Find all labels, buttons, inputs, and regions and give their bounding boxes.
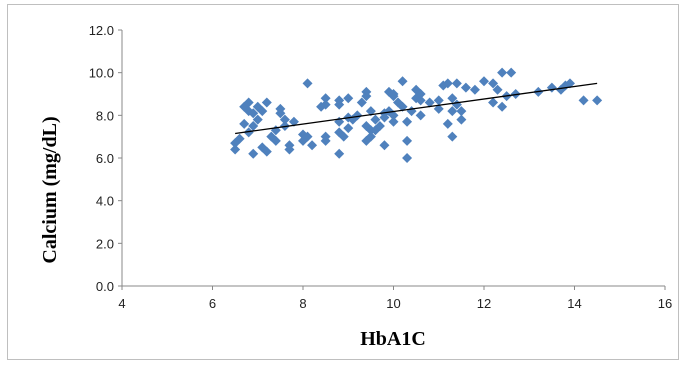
data-point	[397, 76, 408, 87]
data-point	[261, 146, 272, 157]
y-tick-label: 8.0	[96, 108, 114, 123]
y-tick-label: 10.0	[89, 66, 114, 81]
data-point	[578, 95, 589, 106]
data-point	[402, 153, 413, 163]
data-point	[320, 93, 331, 104]
data-point	[334, 148, 345, 159]
data-point	[261, 97, 272, 108]
data-point	[479, 76, 489, 87]
x-tick-label: 12	[477, 296, 491, 311]
chart-frame	[7, 4, 679, 360]
data-point	[279, 114, 290, 125]
data-point	[402, 116, 413, 127]
data-point	[252, 114, 263, 125]
trendline	[235, 82, 598, 135]
data-point	[442, 78, 453, 89]
data-point	[243, 97, 254, 108]
x-tick-label: 10	[386, 296, 400, 311]
data-point	[402, 135, 413, 146]
x-tick-label: 14	[567, 296, 581, 311]
data-point	[424, 97, 435, 108]
x-axis-ticks: 4 6 8 10 12 14 16	[118, 286, 672, 311]
data-point	[447, 106, 458, 117]
data-point	[365, 131, 376, 142]
data-point	[356, 97, 367, 108]
x-tick-label: 8	[299, 296, 306, 311]
data-point	[343, 123, 354, 134]
data-point	[442, 118, 453, 129]
data-point	[406, 106, 417, 117]
data-point	[497, 67, 508, 78]
data-point	[388, 89, 399, 99]
data-point	[307, 140, 318, 151]
data-points	[230, 67, 603, 163]
data-point	[451, 78, 462, 89]
y-tick-label: 2.0	[96, 236, 114, 251]
data-point	[592, 95, 603, 106]
data-point	[456, 106, 467, 117]
y-axis-label: Calcium (mg/dL)	[39, 116, 61, 263]
data-point	[234, 133, 245, 144]
data-point	[248, 121, 259, 131]
data-point	[352, 110, 363, 121]
data-point	[379, 140, 390, 151]
data-point	[334, 95, 345, 106]
data-point	[257, 106, 268, 117]
data-point	[506, 67, 517, 78]
data-point	[243, 127, 254, 138]
data-point	[379, 112, 390, 123]
data-point	[488, 97, 499, 108]
y-axis-ticks: 0.0 2.0 4.0 6.0 8.0 10.0 12.0	[89, 23, 122, 294]
data-point	[488, 78, 499, 89]
y-tick-label: 12.0	[89, 23, 114, 38]
data-point	[492, 84, 503, 95]
x-tick-label: 4	[118, 296, 125, 311]
x-tick-label: 16	[658, 296, 672, 311]
data-point	[248, 148, 259, 159]
data-point	[248, 108, 259, 119]
data-point	[460, 82, 471, 93]
data-point	[343, 93, 354, 104]
data-point	[415, 110, 426, 121]
data-point	[456, 114, 467, 125]
data-point	[388, 116, 399, 127]
data-point	[284, 144, 295, 155]
data-point	[302, 78, 313, 89]
data-point	[230, 144, 241, 155]
data-point	[361, 86, 372, 97]
data-point	[239, 118, 250, 129]
data-point	[433, 103, 444, 114]
x-axis-label: HbA1C	[360, 328, 426, 350]
y-tick-label: 4.0	[96, 194, 114, 209]
data-point	[270, 135, 281, 146]
data-point	[415, 89, 426, 99]
data-point	[447, 93, 458, 104]
data-point	[415, 95, 426, 106]
data-point	[447, 131, 458, 142]
data-point	[469, 84, 480, 95]
data-point	[433, 95, 444, 106]
data-point	[388, 110, 399, 121]
data-point	[338, 131, 349, 142]
data-point	[365, 106, 376, 117]
data-point	[546, 82, 557, 93]
data-point	[320, 99, 331, 110]
data-point	[320, 131, 331, 142]
x-tick-label: 6	[209, 296, 216, 311]
data-point	[374, 121, 385, 131]
data-point	[370, 114, 381, 125]
y-tick-label: 6.0	[96, 151, 114, 166]
data-point	[302, 131, 313, 142]
data-point	[288, 116, 299, 127]
data-point	[564, 78, 575, 89]
data-point	[275, 103, 286, 114]
data-point	[497, 101, 508, 112]
y-tick-label: 0.0	[96, 279, 114, 294]
